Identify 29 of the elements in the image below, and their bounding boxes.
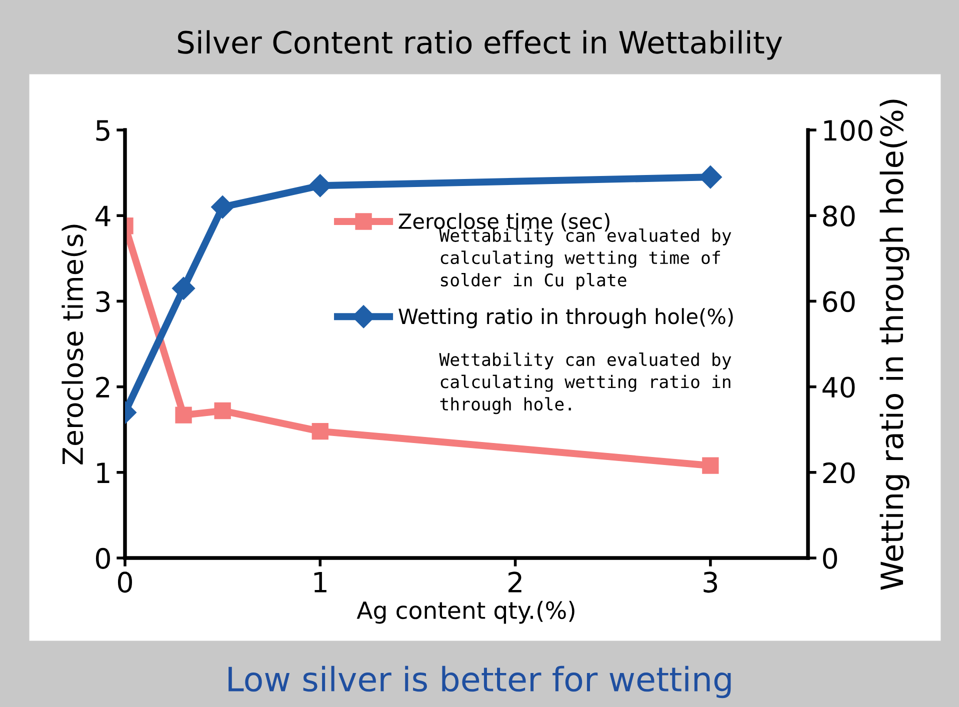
y2-tick-label: 20 <box>823 462 855 484</box>
point <box>702 457 719 474</box>
y2-tick-label: 100 <box>824 120 872 141</box>
annotation: Wettability can evaluated by calculating wetting ratio in through hole. <box>439 352 732 414</box>
y2-axis-title: Wetting ratio in through hole(%) <box>880 100 910 590</box>
chart-title: Silver Content ratio effect in Wettability <box>178 30 782 60</box>
y-tick-label: 4 <box>95 206 110 226</box>
y2-tick-label: 40 <box>822 376 855 398</box>
point <box>172 276 196 300</box>
y2-tick-label: 0 <box>823 548 838 569</box>
x-tick-label: 3 <box>704 572 718 593</box>
y-tick-label: 5 <box>96 120 110 141</box>
point <box>214 402 231 420</box>
x-tick-label: 2 <box>508 572 522 592</box>
x-tick-label: 1 <box>314 572 326 592</box>
legend-label: Wetting ratio in through hole(%) <box>398 308 733 328</box>
y-tick-label: 3 <box>96 291 110 312</box>
y2-tick-label: 80 <box>823 206 855 227</box>
point <box>211 196 234 219</box>
x-tick-label: 0 <box>118 572 132 593</box>
point <box>312 422 328 440</box>
y-axis-title: Zeroclose time(s) <box>62 224 86 464</box>
point <box>175 406 192 424</box>
y-tick-label: 0 <box>96 548 110 569</box>
y-tick-label: 1 <box>97 462 110 483</box>
text: Low silver is better for wetting <box>228 666 731 698</box>
x-axis-title: Ag content qty.(%) <box>356 600 574 624</box>
y2-tick-label: 60 <box>823 291 855 312</box>
y-tick-label: 2 <box>96 376 110 398</box>
